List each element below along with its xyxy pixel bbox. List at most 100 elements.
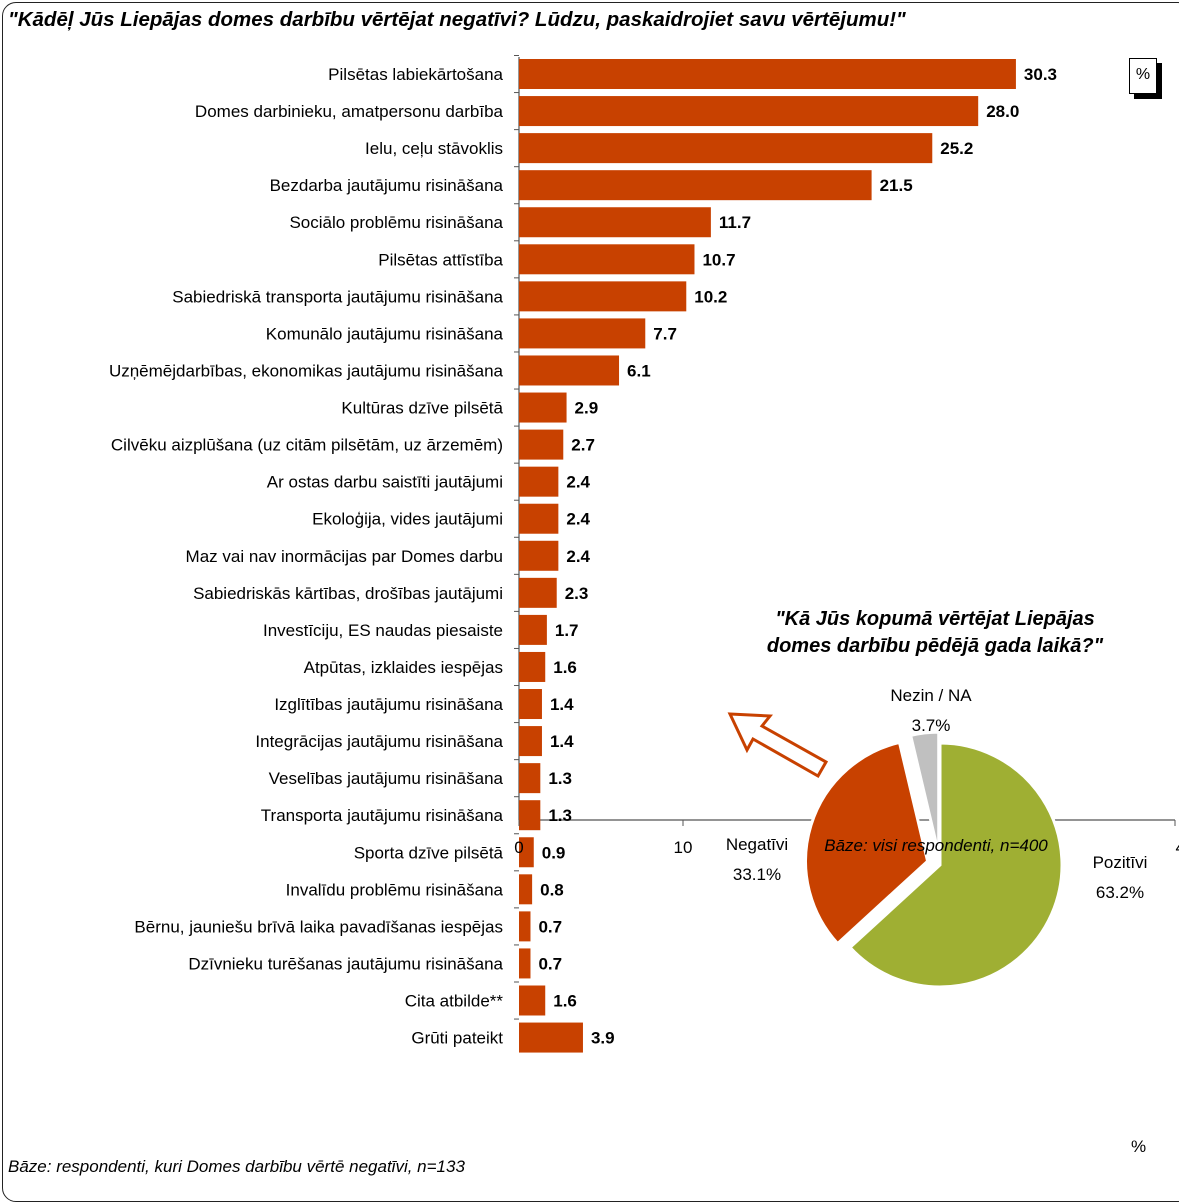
bar [519,429,564,460]
category-label: Komunālo jautājumu risināšana [266,324,504,343]
category-label: Sabiedriskā transporta jautājumu risināš… [172,287,503,306]
bar [519,392,567,423]
bar [519,948,531,979]
bar [519,170,872,201]
category-label: Ekoloģija, vides jautājumi [312,510,503,529]
bar [519,911,531,942]
pie-title-line1: "Kā Jūs kopumā vērtējat Liepājas [775,608,1095,630]
data-label: 10.7 [702,250,735,269]
data-label: 0.7 [538,917,562,936]
bar [519,96,979,127]
bar [519,466,559,497]
bar [519,207,711,238]
bar [519,651,546,682]
bar [519,133,933,164]
data-label: 2.9 [575,399,599,418]
category-label: Domes darbinieku, amatpersonu darbība [195,102,504,121]
data-label: 25.2 [940,139,973,158]
arrow-icon [727,712,829,779]
bar [519,1022,583,1053]
category-label: Investīciju, ES naudas piesaiste [263,621,503,640]
data-label: 21.5 [880,176,913,195]
data-label: 1.3 [548,806,572,825]
data-label: 0.7 [538,954,562,973]
bar [519,503,559,534]
category-label: Atpūtas, izklaides iespējas [304,658,503,677]
category-label: Transporta jautājumu risināšana [261,806,504,825]
category-label: Uzņēmējdarbības, ekonomikas jautājumu ri… [109,361,504,380]
bar [519,59,1016,89]
data-label: 10.2 [694,287,727,306]
category-label: Kultūras dzīve pilsētā [341,399,503,418]
pie-slice [847,741,1064,989]
pie-slice-value: 3.7% [912,716,951,735]
category-label: Integrācijas jautājumu risināšana [255,732,503,751]
category-label: Izglītības jautājumu risināšana [274,695,503,714]
pie-slice-label: Pozitīvi [1093,853,1148,872]
category-label: Sociālo problēmu risināšana [289,213,503,232]
category-label: Ar ostas darbu saistīti jautājumi [267,473,503,492]
pie-slice-value: 63.2% [1096,883,1144,902]
category-label: Veselības jautājumu risināšana [269,769,504,788]
data-label: 6.1 [627,361,651,380]
bar [519,540,559,571]
data-label: 3.9 [591,1029,615,1048]
bar [519,577,557,608]
pie-title: "Kā Jūs kopumā vērtējat Liepājas domes d… [700,606,1170,660]
category-label: Grūti pateikt [411,1029,503,1048]
data-label: 2.4 [566,547,590,566]
pie-title-line2: domes darbību pēdējā gada laikā?" [766,635,1104,657]
data-label: 1.4 [550,695,574,714]
pie-slice-label: Nezin / NA [890,686,972,705]
x-tick-label: 40 [1176,838,1179,857]
bar [519,763,541,794]
data-label: 1.6 [553,658,577,677]
x-tick-label: 0 [514,838,523,857]
bar [519,874,533,905]
category-label: Bērnu, jauniešu brīvā laika pavadīšanas … [134,917,503,936]
data-label: 2.4 [566,510,590,529]
bar [519,355,620,386]
data-label: 1.7 [555,621,579,640]
bar [519,837,534,868]
category-label: Sabiedriskās kārtības, drošības jautājum… [193,584,503,603]
category-label: Cilvēku aizplūšana (uz citām pilsētām, u… [111,436,503,455]
unit-box: % [1129,58,1157,94]
pie-slice [908,730,941,855]
pie-slice-label: Negatīvi [726,835,788,854]
bar [519,244,695,275]
data-label: 1.4 [550,732,574,751]
data-label: 1.6 [553,992,577,1011]
data-label: 1.3 [548,769,572,788]
data-label: 28.0 [986,102,1019,121]
data-label: 11.7 [719,213,751,232]
category-label: Pilsētas attīstība [378,250,503,269]
category-label: Bezdarba jautājumu risināšana [270,176,504,195]
bar [519,800,541,831]
x-axis-unit: % [1131,1137,1147,1156]
category-label: Sporta dzīve pilsētā [354,843,504,862]
category-label: Ielu, ceļu stāvoklis [365,139,503,158]
pie-slice-value: 33.1% [733,865,781,884]
chart-title: "Kādēļ Jūs Liepājas domes darbību vērtēj… [8,8,906,31]
data-label: 2.3 [565,584,589,603]
pie-base-note: Bāze: visi respondenti, n=400 [824,836,1048,855]
bar [519,281,687,312]
bar [519,985,546,1016]
x-tick-label: 10 [674,838,693,857]
category-label: Pilsētas labiekārtošana [328,65,503,84]
category-label: Maz vai nav inormācijas par Domes darbu [186,547,503,566]
category-label: Dzīvnieku turēšanas jautājumu risināšana [188,954,503,973]
bar [519,614,547,645]
category-label: Cita atbilde** [405,992,504,1011]
bar [519,318,646,349]
base-note: Bāze: respondenti, kuri Domes darbību vē… [8,1157,465,1176]
bar [519,689,542,720]
pie-slice [804,740,930,946]
data-label: 30.3 [1024,65,1057,84]
data-label: 0.8 [540,880,564,899]
data-label: 7.7 [653,324,677,343]
data-label: 0.9 [542,843,566,862]
